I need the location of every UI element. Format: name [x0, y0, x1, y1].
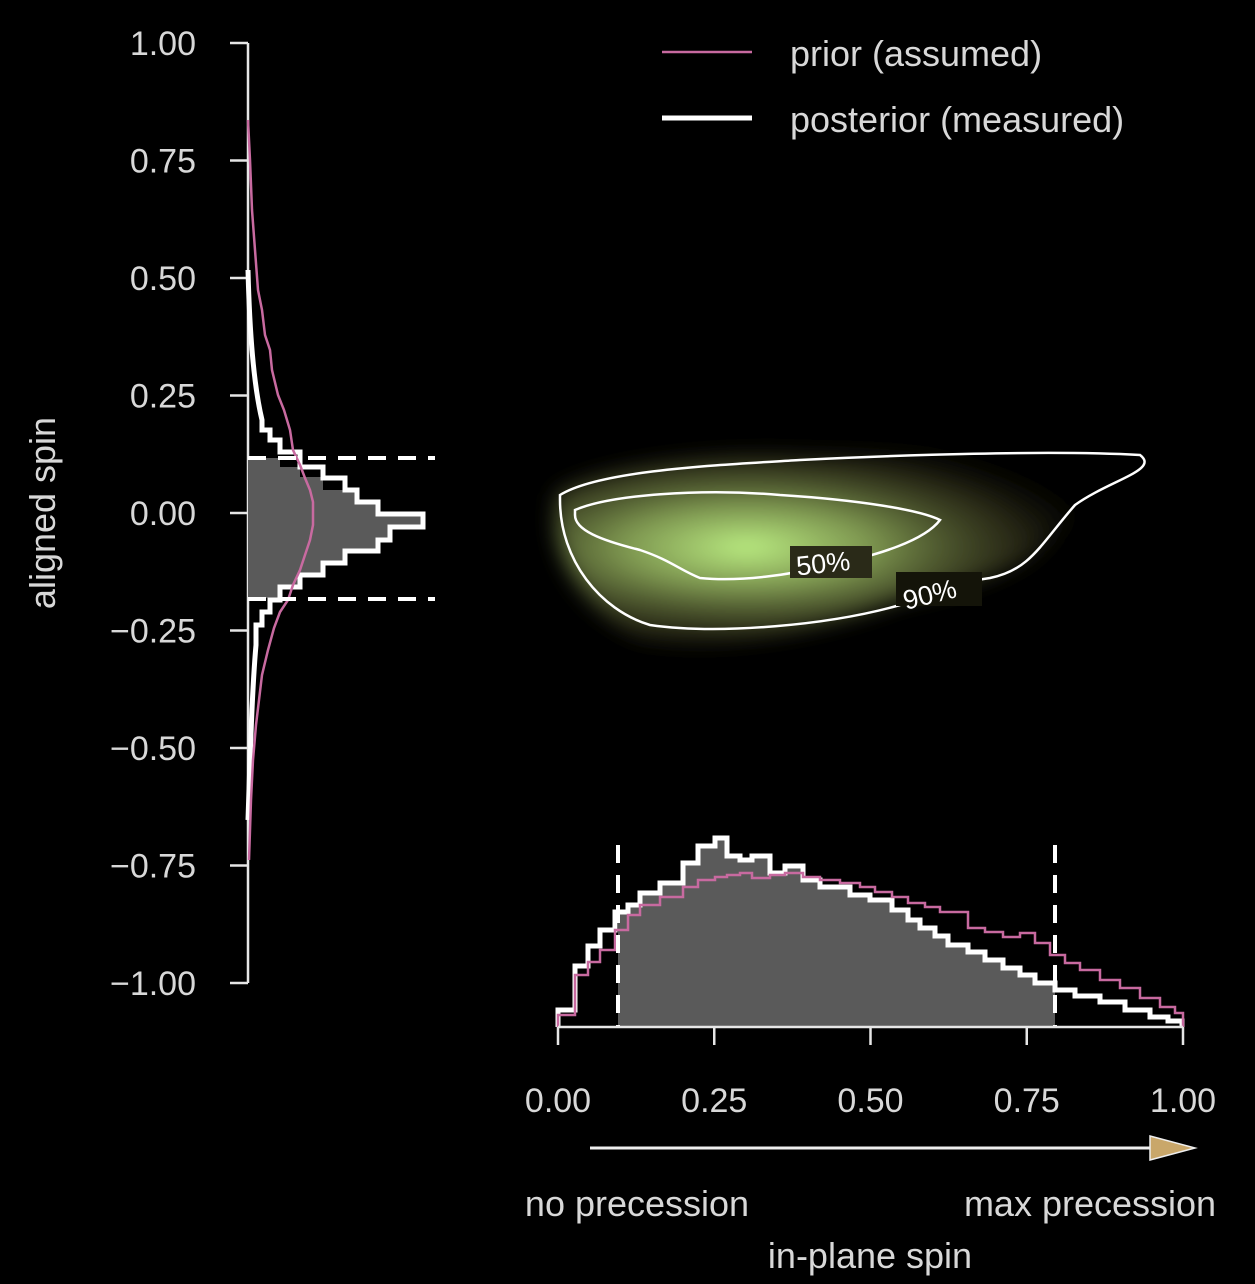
- x-axis-label: in-plane spin: [768, 1235, 972, 1276]
- inplane-prior-outline: [556, 871, 1185, 1027]
- x-tick-label: 0.75: [994, 1082, 1060, 1120]
- contour-50-label-bg: [790, 546, 872, 578]
- inplane-posterior-fill: [618, 838, 1055, 1027]
- x-tick-label: 0.25: [681, 1082, 747, 1120]
- aligned-prior-outline: [246, 119, 315, 861]
- inplane-posterior-outline: [555, 835, 1185, 1027]
- contour-90: [558, 451, 1146, 631]
- y-tick-label: 0.25: [130, 378, 196, 416]
- y-tick-label: 1.00: [130, 25, 196, 63]
- y-tick-label: 0.75: [130, 143, 196, 181]
- y-tick-label: 0.50: [130, 260, 196, 298]
- y-tick-label: −0.50: [110, 730, 196, 768]
- joint-posterior: 50% 90%: [555, 450, 1154, 644]
- contour-50-label: 50%: [795, 546, 852, 581]
- y-tick-label: 0.00: [130, 495, 196, 533]
- y-ticks: 1.00 0.75 0.50 0.25 0.00 −0.25 −0.50 −0.75 −1.00: [110, 25, 248, 1003]
- x-tick-label: 0.00: [525, 1082, 591, 1120]
- x-axis: 0.00 0.25 0.50 0.75 1.00 no precession max p…: [525, 1025, 1216, 1276]
- arrow-left-label: no precession: [525, 1183, 749, 1224]
- y-axis-label: aligned spin: [22, 417, 63, 609]
- x-tick-label: 0.50: [837, 1082, 903, 1120]
- aligned-posterior-outline: [245, 269, 426, 821]
- legend-prior-label: prior (assumed): [790, 33, 1042, 74]
- aligned-spin-histogram: [245, 119, 435, 861]
- contour-90-label-bg: [896, 572, 982, 606]
- legend-posterior-label: posterior (measured): [790, 99, 1124, 140]
- x-ticks: 0.00 0.25 0.50 0.75 1.00: [525, 1027, 1216, 1120]
- arrow-right-label: max precession: [964, 1183, 1216, 1224]
- in-plane-spin-histogram: [555, 835, 1185, 1027]
- precession-arrow-head: [1149, 1135, 1198, 1161]
- legend: prior (assumed) posterior (measured): [662, 33, 1124, 140]
- y-tick-label: −0.75: [110, 848, 196, 886]
- y-axis: 1.00 0.75 0.50 0.25 0.00 −0.25 −0.50 −0.75 −1.00…: [22, 25, 250, 1003]
- aligned-posterior-fill: [248, 458, 423, 598]
- x-tick-label: 1.00: [1150, 1082, 1216, 1120]
- y-tick-label: −0.25: [110, 613, 196, 651]
- y-tick-label: −1.00: [110, 965, 196, 1003]
